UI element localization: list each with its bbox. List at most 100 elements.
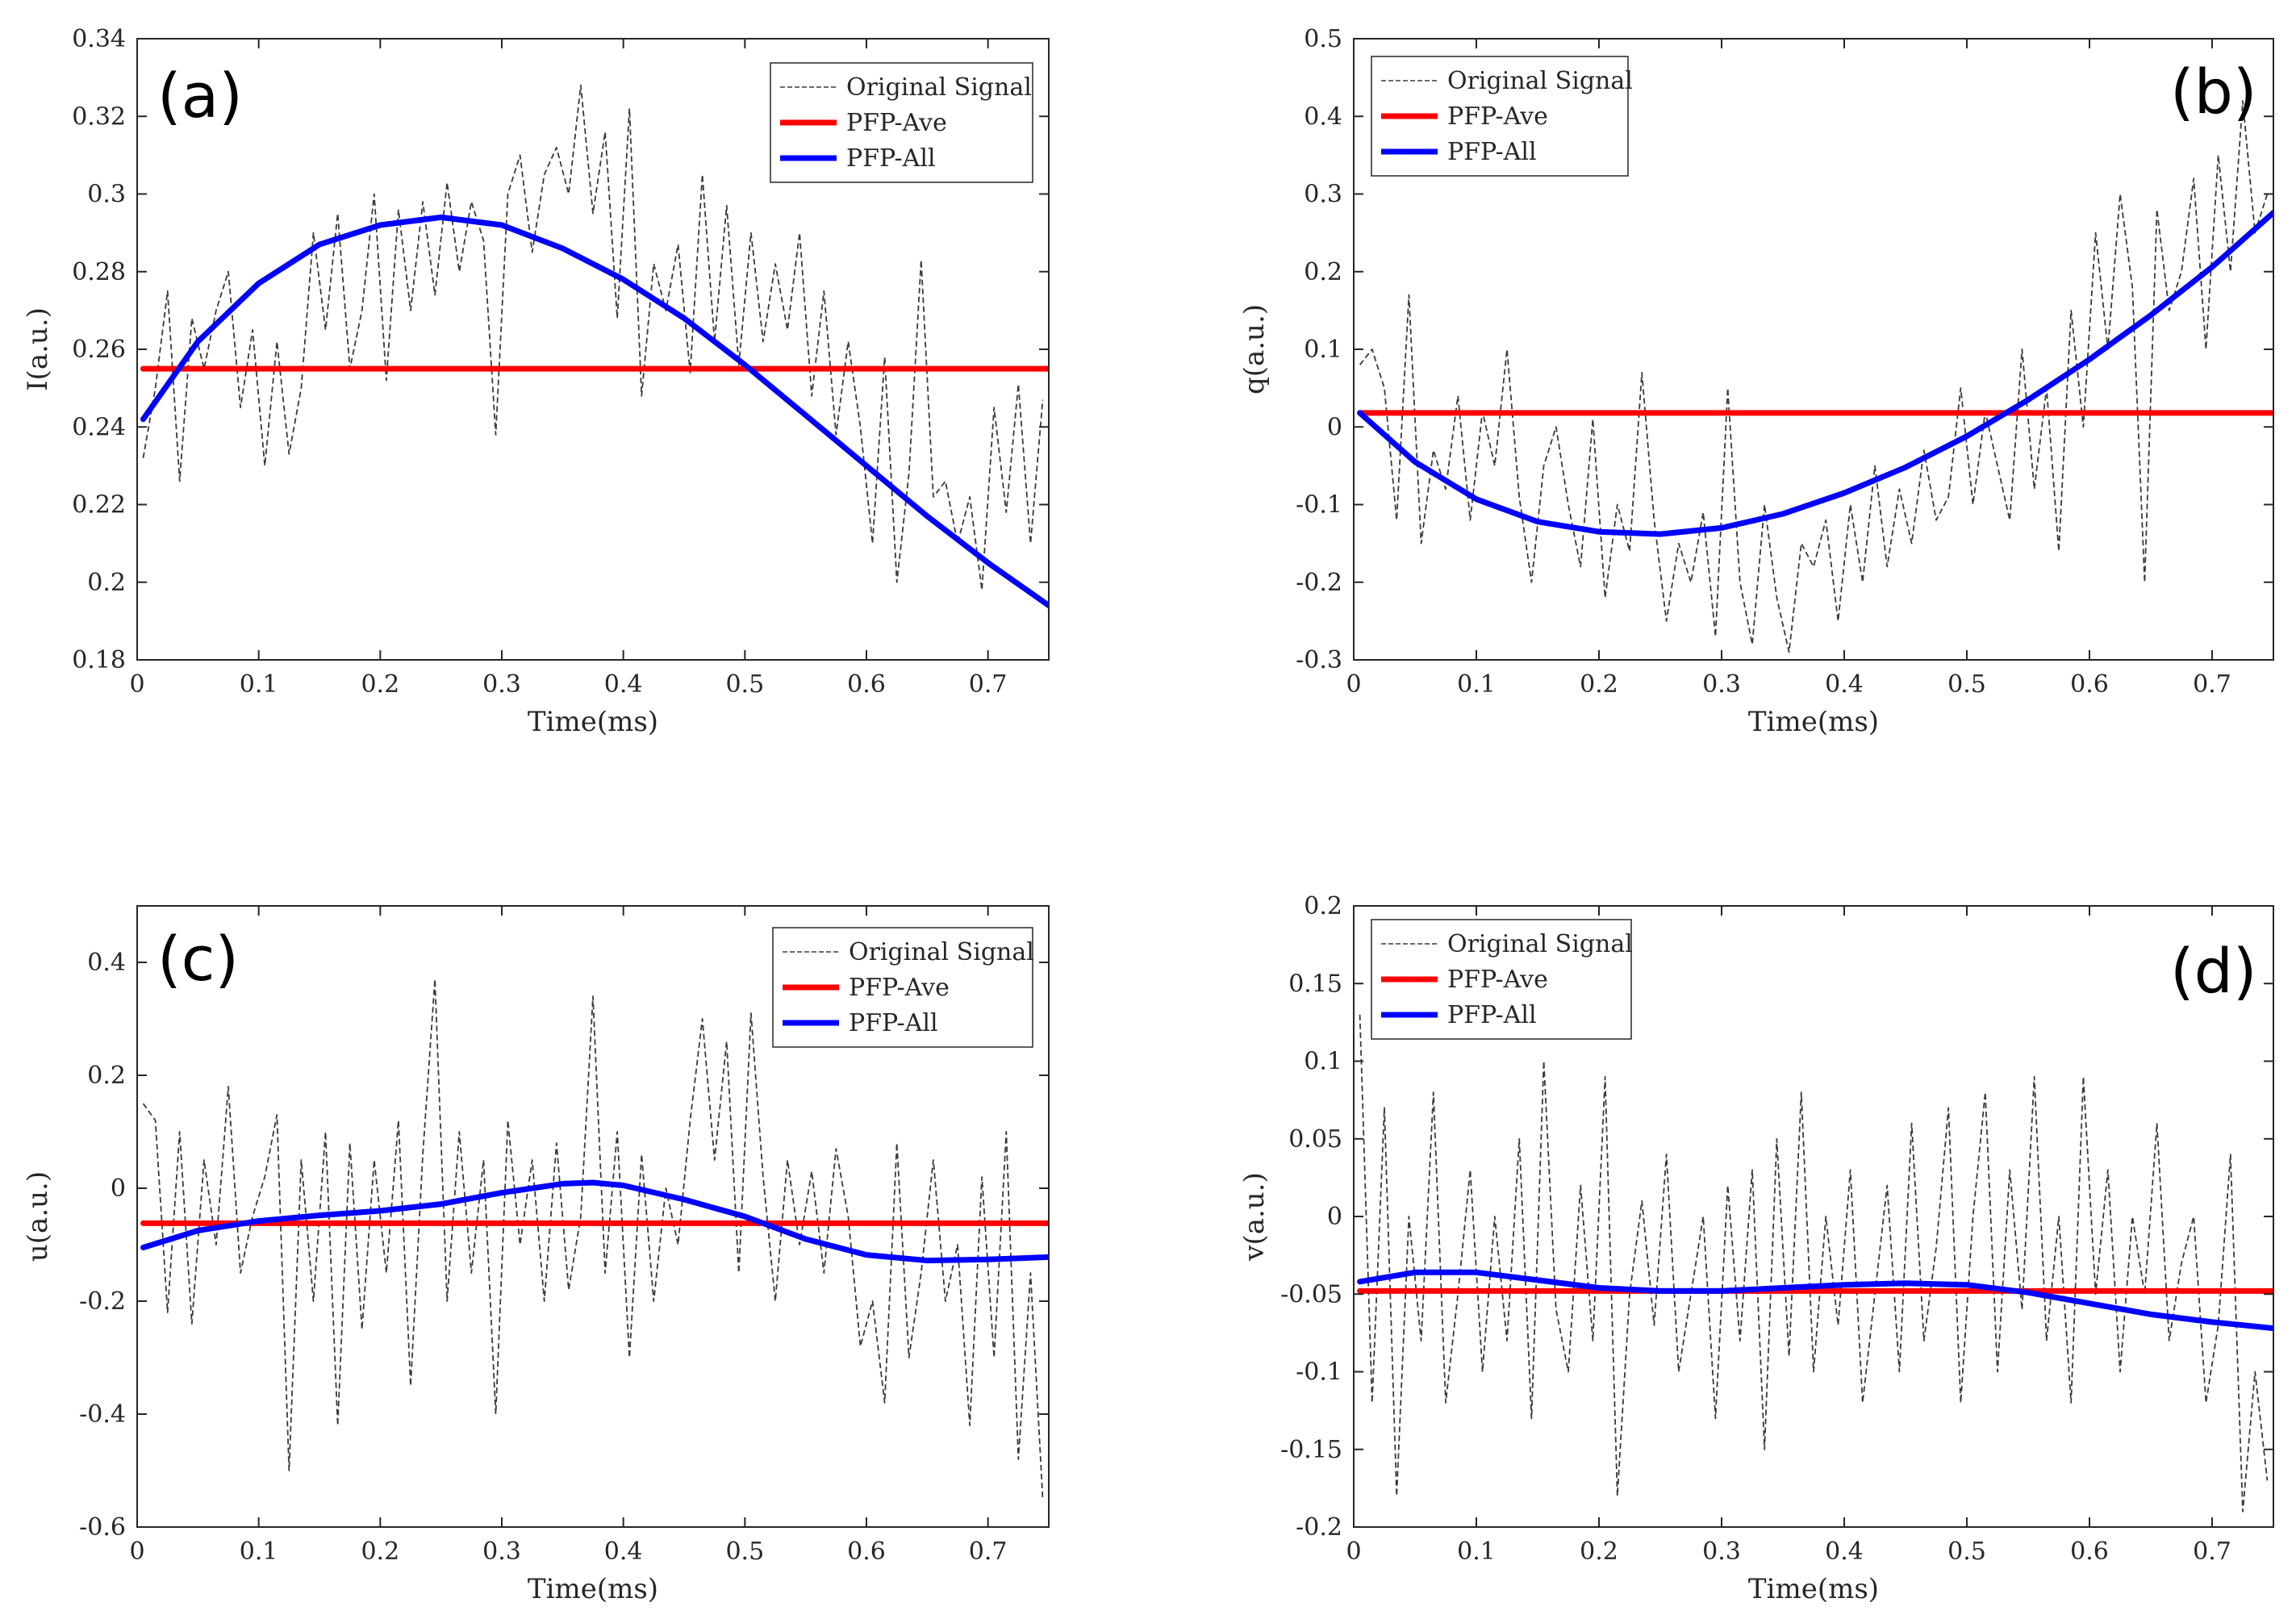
- y-tick-label: 0.4: [1304, 102, 1342, 131]
- x-axis-label: Time(ms): [528, 706, 658, 738]
- legend-label-original-signal: Original Signal: [1447, 67, 1633, 95]
- x-tick-label: 0.4: [1825, 1538, 1864, 1566]
- x-tick-label: 0.2: [361, 670, 399, 699]
- y-tick-label: 0.28: [72, 258, 126, 286]
- y-tick-label: -0.3: [1296, 646, 1342, 674]
- y-tick-label: 0: [1327, 1203, 1342, 1231]
- x-tick-label: 0.6: [847, 1538, 886, 1566]
- y-tick-label: 0.24: [72, 413, 126, 441]
- x-tick-label: 0.6: [2070, 1538, 2109, 1566]
- x-tick-label: 0.5: [1947, 670, 1986, 699]
- y-tick-label: -0.4: [79, 1400, 126, 1429]
- y-tick-label: -0.6: [79, 1513, 126, 1542]
- x-tick-label: 0: [1346, 670, 1361, 699]
- x-tick-label: 0.4: [1825, 670, 1864, 699]
- legend-label-pfp-ave: PFP-Ave: [846, 109, 947, 137]
- x-tick-label: 0.5: [725, 1538, 764, 1566]
- y-tick-label: -0.2: [79, 1287, 126, 1316]
- legend-label-pfp-all: PFP-All: [846, 144, 936, 173]
- legend: Original Signal PFP-Ave PFP-All: [772, 927, 1034, 1048]
- x-tick-label: 0.5: [1947, 1538, 1986, 1566]
- series-pfp-all-line: [140, 1179, 1049, 1264]
- series-original-signal-line: [142, 84, 1044, 591]
- x-tick-label: 0.3: [482, 1538, 521, 1566]
- y-tick-label: 0.2: [1304, 892, 1342, 920]
- panel-c: 0 0.1 0.2 0.3 0.4 0.5 0.6 0.7 -0.6 -0.4 -0.2 0 0.2 0.…: [22, 905, 1050, 1605]
- series-original-signal-line: [142, 978, 1044, 1500]
- y-tick-label: 0.2: [87, 569, 126, 597]
- y-tick-label: 0.05: [1288, 1125, 1342, 1154]
- y-axis-label: I(a.u.): [22, 307, 54, 391]
- x-tick-label: 0.1: [1457, 1538, 1496, 1566]
- x-tick-label: 0.1: [1457, 670, 1496, 699]
- y-tick-label: -0.15: [1280, 1436, 1342, 1464]
- axes-box: [136, 905, 1050, 1528]
- legend-label-pfp-all: PFP-All: [849, 1009, 938, 1037]
- y-tick-label: 0: [111, 1175, 126, 1203]
- x-tick-label: 0.7: [969, 670, 1008, 699]
- y-tick-label: 0.22: [72, 491, 126, 519]
- y-tick-label: 0.32: [72, 102, 126, 131]
- legend-label-pfp-all: PFP-All: [1447, 1001, 1537, 1029]
- legend-label-pfp-ave: PFP-Ave: [849, 974, 950, 1002]
- y-tick-label: 0.15: [1288, 970, 1342, 998]
- x-tick-label: 0.3: [1702, 1538, 1741, 1566]
- x-tick-label: 0: [129, 670, 144, 699]
- legend-label-original-signal: Original Signal: [846, 73, 1032, 102]
- y-axis-label: v(a.u.): [1238, 1172, 1271, 1262]
- y-tick-label: 0.18: [72, 646, 126, 674]
- y-tick-label: 0.3: [87, 181, 126, 209]
- legend-label-pfp-ave: PFP-Ave: [1447, 102, 1548, 131]
- panel-d: 0 0.1 0.2 0.3 0.4 0.5 0.6 0.7 -0.2 -0.15 -0.1 -0.05…: [1238, 892, 2274, 1605]
- y-tick-label: 0.3: [1304, 181, 1342, 209]
- y-tick-label: 0.2: [1304, 258, 1342, 286]
- legend: Original Signal PFP-Ave PFP-All: [770, 62, 1033, 183]
- x-axis-label: Time(ms): [528, 1573, 658, 1605]
- y-tick-label: 0.26: [72, 336, 126, 364]
- legend: Original Signal PFP-Ave PFP-All: [1371, 56, 1633, 177]
- panel-a: 0 0.1 0.2 0.3 0.4 0.5 0.6 0.7 0.18 0.2 0.22 0.24 0.2…: [22, 25, 1050, 738]
- y-tick-label: -0.05: [1280, 1280, 1342, 1308]
- panel-label: (c): [157, 923, 239, 995]
- x-tick-label: 0.7: [2193, 1538, 2231, 1566]
- legend-label-pfp-ave: PFP-Ave: [1447, 966, 1548, 994]
- panel-b: 0 0.1 0.2 0.3 0.4 0.5 0.6 0.7 -0.3 -0.2 -0.1 0 0.1 0.…: [1238, 25, 2274, 738]
- x-tick-label: 0.2: [1580, 1538, 1618, 1566]
- y-axis-label: u(a.u.): [22, 1171, 54, 1262]
- x-axis-label: Time(ms): [1748, 1573, 1879, 1605]
- y-tick-label: 0.4: [87, 949, 126, 977]
- x-tick-label: 0.1: [240, 670, 278, 699]
- y-tick-label: 0: [1327, 413, 1342, 441]
- x-tick-label: 0: [129, 1538, 144, 1566]
- x-tick-label: 0.3: [1702, 670, 1741, 699]
- y-tick-label: -0.1: [1296, 1358, 1342, 1387]
- x-tick-label: 0.3: [482, 670, 521, 699]
- x-tick-label: 0.6: [2070, 670, 2109, 699]
- y-tick-label: 0.1: [1304, 336, 1342, 364]
- x-tick-label: 0.4: [604, 1538, 643, 1566]
- x-tick-label: 0.6: [847, 670, 886, 699]
- y-axis-label: q(a.u.): [1238, 304, 1271, 394]
- series-original-signal-line: [1359, 100, 2269, 653]
- x-tick-label: 0.4: [604, 670, 643, 699]
- series-pfp-all-line: [140, 214, 1049, 609]
- x-tick-label: 0.2: [361, 1538, 399, 1566]
- x-axis-label: Time(ms): [1748, 706, 1879, 738]
- x-tick-label: 0.2: [1580, 670, 1618, 699]
- series-pfp-all-line: [1357, 210, 2273, 537]
- legend: Original Signal PFP-Ave PFP-All: [1371, 919, 1633, 1040]
- panel-label: (a): [157, 60, 243, 131]
- panel-label: (d): [2170, 935, 2257, 1007]
- y-tick-label: 0.5: [1304, 25, 1342, 53]
- y-tick-label: 0.1: [1304, 1048, 1342, 1076]
- panel-label: (b): [2170, 56, 2257, 127]
- x-tick-label: 0.7: [969, 1538, 1008, 1566]
- series-pfp-all-line: [1357, 1269, 2273, 1332]
- x-tick-label: 0.1: [240, 1538, 278, 1566]
- y-tick-label: 0.2: [87, 1062, 126, 1090]
- x-tick-label: 0.5: [725, 670, 764, 699]
- y-tick-label: -0.2: [1296, 569, 1342, 597]
- y-tick-label: -0.2: [1296, 1513, 1342, 1542]
